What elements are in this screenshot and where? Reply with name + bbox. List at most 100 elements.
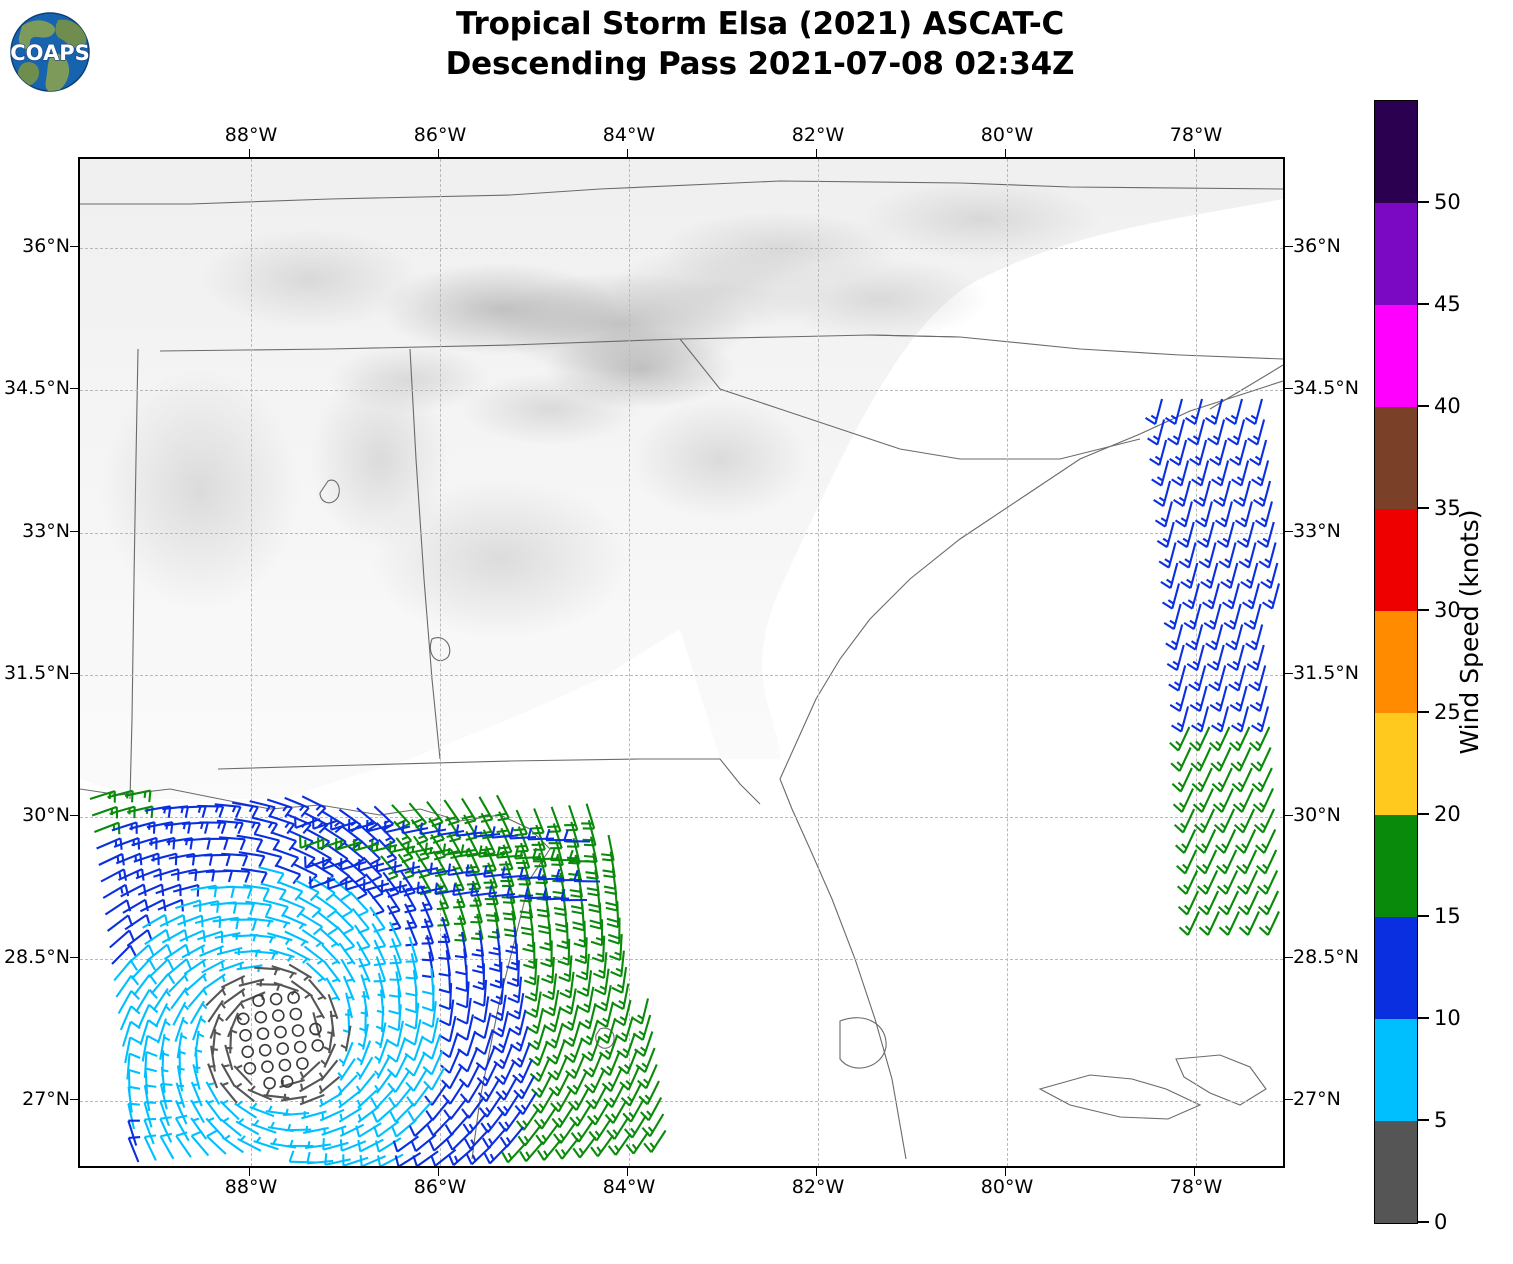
wind-barb [1209, 685, 1228, 712]
wind-barb [340, 858, 367, 871]
wind-barb [96, 837, 123, 850]
wind-barb [1189, 726, 1211, 752]
wind-barb [442, 843, 470, 857]
wind-barb [568, 849, 596, 863]
wind-barb [210, 1045, 218, 1072]
wind-barb [544, 828, 573, 842]
wind-barb [352, 839, 380, 852]
wind-barb [115, 975, 140, 998]
calm-wind-symbol [252, 994, 265, 1008]
wind-barb [238, 851, 266, 868]
colorbar-tick-label-5: 5 [1434, 1108, 1448, 1132]
wind-barb [119, 1005, 141, 1031]
wind-barb [604, 1100, 628, 1124]
wind-barb [573, 869, 601, 883]
colorbar-tick-label-40: 40 [1434, 394, 1461, 418]
wind-barb [310, 995, 326, 1019]
wind-barb [205, 986, 227, 1007]
lat-tick-label-right-28.5: 28.5°N [1293, 946, 1360, 968]
wind-barb [1225, 624, 1244, 651]
wind-barb [357, 1105, 380, 1124]
calm-wind-symbol [296, 1057, 309, 1070]
wind-barb [269, 948, 295, 962]
colorbar-tick-label-10: 10 [1434, 1006, 1461, 1030]
wind-barb [499, 1126, 525, 1148]
wind-barb [230, 918, 258, 931]
calm-wind-symbol [241, 1045, 254, 1059]
wind-barb [613, 999, 632, 1027]
wind-barb [519, 867, 547, 880]
wind-barb [243, 884, 270, 900]
wind-barb [166, 958, 193, 977]
wind-barb [1216, 521, 1235, 548]
colorbar-segment-purple [1375, 203, 1417, 305]
wind-barb [404, 1002, 420, 1030]
wind-barb [1184, 398, 1204, 425]
wind-barb [299, 1093, 325, 1106]
wind-barb [1176, 521, 1195, 548]
wind-barb [286, 947, 311, 964]
wind-barb [1158, 542, 1177, 569]
wind-barb [393, 860, 421, 874]
wind-barb [383, 820, 411, 834]
wind-barb [1218, 911, 1240, 936]
wind-barb [309, 876, 336, 889]
wind-barb [1169, 685, 1188, 712]
wind-barb [220, 1117, 242, 1137]
wind-barb [1241, 583, 1261, 610]
wind-barb [139, 898, 167, 913]
wind-barb [549, 848, 578, 862]
wind-barb [374, 1137, 402, 1153]
wind-barb [596, 1001, 615, 1028]
wind-barb [398, 880, 426, 894]
map-plot-area[interactable] [78, 157, 1285, 1168]
wind-barb [349, 891, 369, 918]
wind-barb [170, 987, 190, 1010]
wind-barb [442, 1081, 466, 1105]
wind-barb [299, 1061, 321, 1081]
wind-barb [1198, 542, 1217, 569]
wind-barb [575, 953, 590, 981]
wind-barb [205, 869, 233, 883]
wind-barb [419, 822, 447, 836]
wind-barb [205, 1117, 225, 1139]
colorbar[interactable] [1374, 100, 1418, 1224]
lon-tick-label-top-88: 88°W [224, 124, 278, 146]
wind-barb [460, 844, 488, 857]
colorbar-tick-15 [1418, 915, 1429, 917]
wind-barb [472, 963, 485, 991]
wind-barb [508, 993, 525, 1020]
wind-barb [1256, 870, 1279, 895]
wind-barb [1229, 439, 1248, 466]
wind-barb [619, 1065, 641, 1091]
colorbar-tick-label-15: 15 [1434, 904, 1461, 928]
calm-wind-symbol [289, 1007, 303, 1021]
wind-barb [271, 831, 298, 851]
wind-barb [407, 1101, 433, 1122]
wind-barb [507, 976, 523, 1004]
wind-barb [175, 899, 202, 912]
wind-barb [617, 1049, 639, 1075]
wind-barb [392, 1135, 420, 1153]
wind-barb [540, 940, 553, 968]
wind-barb [127, 1085, 141, 1113]
wind-barb [187, 986, 208, 1008]
wind-barb [607, 917, 621, 945]
colorbar-tick-30 [1418, 609, 1429, 611]
lat-tickmark-4-0 [70, 815, 78, 816]
wind-barb [1261, 583, 1281, 610]
wind-barb [1249, 726, 1271, 752]
wind-barb [1227, 419, 1246, 446]
lat-tickmark-6-1 [1285, 1099, 1293, 1100]
wind-barb [1213, 480, 1232, 507]
wind-barb [1240, 562, 1259, 589]
colorbar-tick-0 [1418, 1221, 1429, 1223]
wind-barb [1249, 685, 1268, 712]
wind-barb [301, 929, 325, 948]
wind-barb [394, 1152, 422, 1166]
lon-tickmark-4-1 [1005, 1168, 1006, 1176]
wind-barb [207, 1063, 219, 1089]
wind-barb [446, 1130, 472, 1151]
wind-barb [514, 1091, 538, 1116]
wind-barb [1238, 542, 1257, 569]
